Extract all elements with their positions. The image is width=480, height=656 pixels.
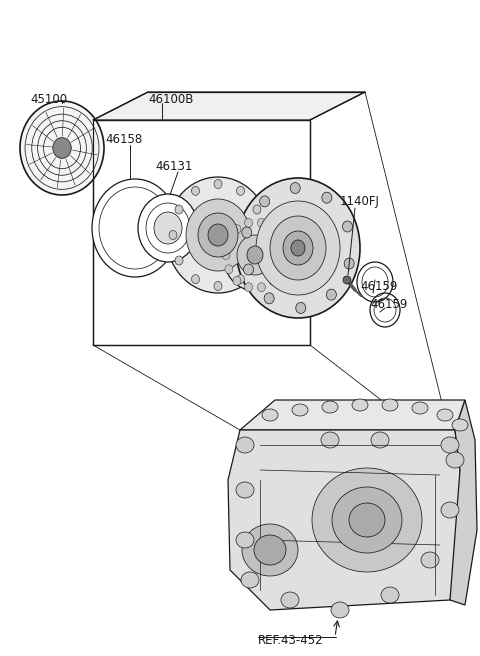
Polygon shape xyxy=(240,400,465,430)
Ellipse shape xyxy=(244,283,252,292)
Ellipse shape xyxy=(222,251,230,260)
Ellipse shape xyxy=(269,225,277,234)
Ellipse shape xyxy=(253,256,261,265)
Ellipse shape xyxy=(343,276,351,284)
Ellipse shape xyxy=(322,192,332,203)
Text: 46131: 46131 xyxy=(155,160,192,173)
Ellipse shape xyxy=(154,212,182,244)
Ellipse shape xyxy=(92,179,178,277)
Text: 45100: 45100 xyxy=(30,93,67,106)
Ellipse shape xyxy=(169,230,177,239)
Ellipse shape xyxy=(241,572,259,588)
Text: 46100B: 46100B xyxy=(148,93,193,106)
Text: REF.43-452: REF.43-452 xyxy=(258,634,324,647)
Ellipse shape xyxy=(237,275,244,283)
Ellipse shape xyxy=(236,178,360,318)
Ellipse shape xyxy=(256,201,340,295)
Ellipse shape xyxy=(257,218,265,228)
Text: 1140FJ: 1140FJ xyxy=(340,195,380,208)
Ellipse shape xyxy=(277,236,285,245)
Ellipse shape xyxy=(198,213,238,257)
Ellipse shape xyxy=(452,419,468,431)
Ellipse shape xyxy=(214,281,222,291)
Ellipse shape xyxy=(312,468,422,572)
Ellipse shape xyxy=(371,432,389,448)
Ellipse shape xyxy=(291,240,305,256)
Text: 46159: 46159 xyxy=(370,298,408,311)
Ellipse shape xyxy=(352,399,368,411)
Ellipse shape xyxy=(441,437,459,453)
Ellipse shape xyxy=(175,205,183,214)
Ellipse shape xyxy=(342,221,352,232)
Ellipse shape xyxy=(237,235,273,275)
Ellipse shape xyxy=(280,251,288,260)
Polygon shape xyxy=(93,120,310,345)
Polygon shape xyxy=(450,400,477,605)
Ellipse shape xyxy=(331,602,349,618)
Ellipse shape xyxy=(257,283,265,292)
Ellipse shape xyxy=(236,532,254,548)
Ellipse shape xyxy=(223,219,287,291)
Ellipse shape xyxy=(138,194,198,262)
Ellipse shape xyxy=(208,224,228,246)
Ellipse shape xyxy=(236,482,254,498)
Ellipse shape xyxy=(332,487,402,553)
Ellipse shape xyxy=(146,203,190,253)
Ellipse shape xyxy=(446,452,464,468)
Text: 46158: 46158 xyxy=(105,133,142,146)
Ellipse shape xyxy=(166,177,270,293)
Ellipse shape xyxy=(296,302,306,314)
Ellipse shape xyxy=(262,409,278,421)
Polygon shape xyxy=(93,92,365,120)
Ellipse shape xyxy=(243,264,253,275)
Ellipse shape xyxy=(53,138,71,158)
Ellipse shape xyxy=(321,432,339,448)
Ellipse shape xyxy=(242,524,298,576)
Polygon shape xyxy=(228,430,463,610)
Ellipse shape xyxy=(349,503,385,537)
Text: 46159: 46159 xyxy=(360,280,397,293)
Ellipse shape xyxy=(253,205,261,214)
Ellipse shape xyxy=(233,276,241,285)
Ellipse shape xyxy=(242,227,252,238)
Ellipse shape xyxy=(20,101,104,195)
Ellipse shape xyxy=(382,399,398,411)
Ellipse shape xyxy=(270,216,326,280)
Ellipse shape xyxy=(260,196,270,207)
Ellipse shape xyxy=(186,199,250,271)
Ellipse shape xyxy=(381,587,399,603)
Ellipse shape xyxy=(344,258,354,269)
Ellipse shape xyxy=(237,186,244,195)
Ellipse shape xyxy=(441,502,459,518)
Ellipse shape xyxy=(421,552,439,568)
Ellipse shape xyxy=(259,230,267,239)
Ellipse shape xyxy=(236,437,254,453)
Ellipse shape xyxy=(99,187,171,269)
Ellipse shape xyxy=(247,246,263,264)
Ellipse shape xyxy=(225,236,233,245)
Ellipse shape xyxy=(192,275,200,283)
Ellipse shape xyxy=(412,402,428,414)
Ellipse shape xyxy=(437,409,453,421)
Ellipse shape xyxy=(225,265,233,274)
Ellipse shape xyxy=(269,276,277,285)
Ellipse shape xyxy=(283,231,313,265)
Ellipse shape xyxy=(244,218,252,228)
Ellipse shape xyxy=(290,182,300,194)
Ellipse shape xyxy=(254,535,286,565)
Ellipse shape xyxy=(322,401,338,413)
Ellipse shape xyxy=(281,592,299,608)
Ellipse shape xyxy=(264,293,274,304)
Ellipse shape xyxy=(326,289,336,300)
Ellipse shape xyxy=(233,225,241,234)
Ellipse shape xyxy=(175,256,183,265)
Ellipse shape xyxy=(214,180,222,188)
Ellipse shape xyxy=(292,404,308,416)
Ellipse shape xyxy=(277,265,285,274)
Ellipse shape xyxy=(192,186,200,195)
